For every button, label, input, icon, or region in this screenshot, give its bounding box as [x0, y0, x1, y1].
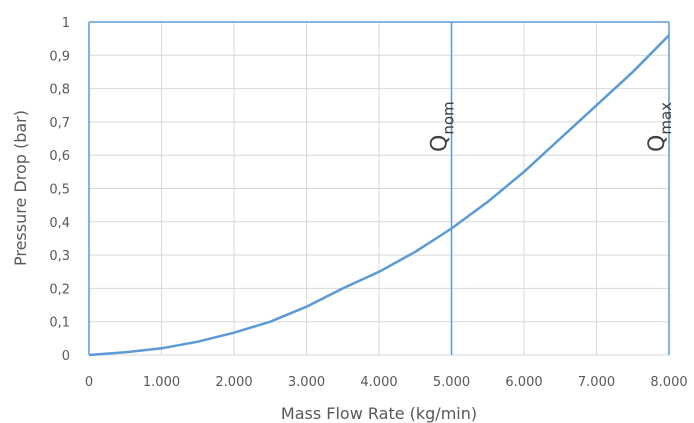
- x-axis-title: Mass Flow Rate (kg/min): [281, 404, 477, 423]
- x-tick-label: 2.000: [215, 375, 252, 390]
- series-group: [88, 34, 670, 357]
- marker-label-main: Q: [428, 135, 453, 152]
- x-tick-label: 0: [85, 375, 93, 390]
- y-tick-label: 0,9: [49, 49, 70, 64]
- series-line-0: [88, 34, 670, 357]
- plot-frame: [88, 21, 669, 355]
- y-tick-label: 0,2: [49, 282, 70, 297]
- y-tick-label: 0,4: [49, 216, 70, 231]
- y-tick-label: 0,1: [49, 316, 70, 331]
- y-tick-label: 1: [62, 16, 70, 31]
- y-tick-labels: 0 0,1 0,2 0,3 0,4 0,5 0,6 0,7 0,8 0,9 1: [49, 16, 70, 364]
- x-tick-label: 8.000: [650, 375, 687, 390]
- marker-label-main: Q: [645, 135, 670, 152]
- y-axis-title: Pressure Drop (bar): [11, 110, 30, 266]
- y-tick-label: 0,7: [49, 116, 70, 131]
- marker-lines: [450, 22, 670, 355]
- y-tick-label: 0,6: [49, 149, 70, 164]
- x-tick-labels: 0 1.000 2.000 3.000 4.000 5.000 6.000 7.000 8.00…: [85, 375, 688, 390]
- marker-label-nom: Qnom: [428, 101, 458, 152]
- grid-lines: [88, 21, 670, 356]
- x-tick-label: 6.000: [505, 375, 542, 390]
- marker-label-subscript: max: [657, 102, 675, 135]
- marker-label-max: Qmax: [645, 102, 675, 152]
- y-tick-label: 0: [62, 349, 70, 364]
- x-tick-label: 5.000: [433, 375, 470, 390]
- x-tick-label: 4.000: [360, 375, 397, 390]
- x-tick-label: 3.000: [288, 375, 325, 390]
- y-tick-label: 0,8: [49, 83, 70, 98]
- marker-label-subscript: nom: [440, 101, 458, 134]
- x-tick-label: 7.000: [578, 375, 615, 390]
- x-tick-label: 1.000: [143, 375, 180, 390]
- y-tick-label: 0,5: [49, 183, 70, 198]
- y-tick-label: 0,3: [49, 249, 70, 264]
